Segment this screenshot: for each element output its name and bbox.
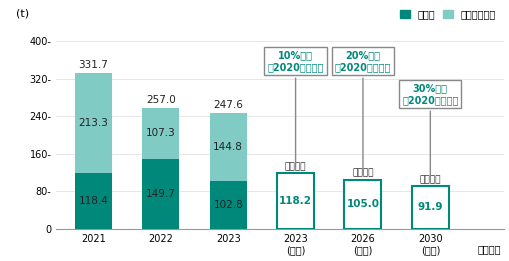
Text: 331.7: 331.7 <box>78 60 108 70</box>
Text: 144.8: 144.8 <box>213 142 243 152</box>
Text: 105.0: 105.0 <box>346 199 379 209</box>
Bar <box>75 173 112 229</box>
Bar <box>75 73 112 173</box>
Bar <box>142 159 179 229</box>
Text: 107.3: 107.3 <box>146 128 176 138</box>
FancyBboxPatch shape <box>276 173 314 229</box>
Text: (t): (t) <box>16 9 29 19</box>
Bar <box>142 108 179 159</box>
Text: 91.9: 91.9 <box>417 202 442 212</box>
FancyBboxPatch shape <box>411 186 448 229</box>
Text: 257.0: 257.0 <box>146 95 176 105</box>
Text: （国内）: （国内） <box>419 175 440 184</box>
Text: （国内）: （国内） <box>352 169 373 178</box>
Text: 10%削減
（2020年度比）: 10%削減 （2020年度比） <box>267 50 323 169</box>
Text: 20%削減
（2020年度比）: 20%削減 （2020年度比） <box>334 50 390 175</box>
Text: （国内）: （国内） <box>285 163 306 171</box>
Text: 247.6: 247.6 <box>213 100 243 110</box>
Text: 30%削減
（2020年度比）: 30%削減 （2020年度比） <box>402 83 458 181</box>
Legend: 国内計, 海外関係会社: 国内計, 海外関係会社 <box>395 5 499 23</box>
FancyBboxPatch shape <box>344 180 381 229</box>
Text: 118.2: 118.2 <box>278 196 312 206</box>
Text: 213.3: 213.3 <box>78 118 108 128</box>
Text: 102.8: 102.8 <box>213 200 243 210</box>
Text: 118.4: 118.4 <box>78 196 108 206</box>
Bar <box>209 181 246 229</box>
Text: （年度）: （年度） <box>476 244 500 254</box>
Bar <box>209 112 246 181</box>
Text: 149.7: 149.7 <box>146 189 176 199</box>
